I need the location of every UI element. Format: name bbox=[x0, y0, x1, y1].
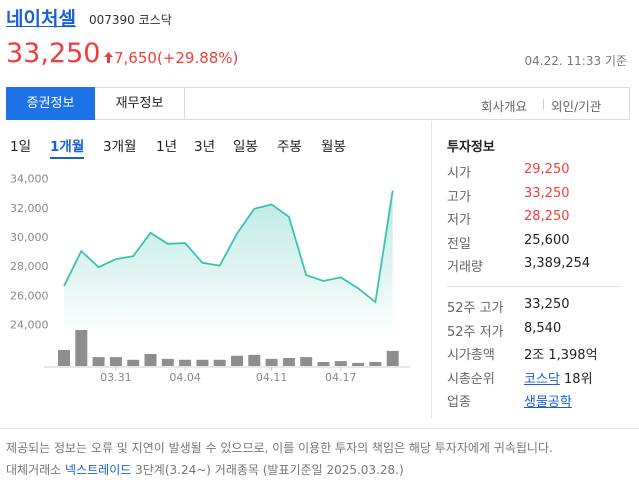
info-text: 18위 bbox=[564, 371, 593, 387]
volume-bar bbox=[161, 358, 174, 366]
info-text: 33,250 bbox=[524, 297, 570, 312]
info-value: 25,600 bbox=[524, 233, 570, 248]
period-tab[interactable]: 1일 bbox=[10, 139, 32, 155]
period-tab[interactable]: 3개월 bbox=[103, 139, 137, 155]
volume-bar bbox=[127, 359, 140, 366]
info-value: 33,250 bbox=[524, 186, 570, 201]
info-label: 거래량 bbox=[447, 260, 483, 275]
info-text: 28,250 bbox=[524, 209, 570, 224]
volume-bar bbox=[196, 359, 209, 366]
info-text: 2조 1,398억 bbox=[524, 348, 598, 363]
info-label: 시가 bbox=[447, 166, 471, 181]
info-link[interactable]: 코스닥 bbox=[524, 371, 560, 387]
volume-bar bbox=[109, 357, 122, 366]
price: 33,250 bbox=[6, 38, 101, 69]
price-line bbox=[63, 190, 394, 304]
volume-bar bbox=[334, 361, 347, 366]
market: 코스닥 bbox=[138, 13, 172, 27]
price-area bbox=[64, 190, 393, 340]
up-arrow bbox=[104, 52, 113, 63]
y-tick-label: 32,000 bbox=[10, 202, 49, 215]
info-label: 저가 bbox=[447, 213, 471, 228]
info-label: 52주 저가 bbox=[447, 324, 504, 340]
period-tab[interactable]: 일봉 bbox=[233, 139, 258, 155]
info-value: 생물공학 bbox=[524, 391, 572, 410]
period-tab[interactable]: 월봉 bbox=[321, 139, 346, 155]
tab-link[interactable]: 회사개요 bbox=[481, 99, 528, 114]
info-label: 업종 bbox=[447, 395, 471, 410]
y-tick-label: 24,000 bbox=[10, 318, 49, 331]
info-title: 투자정보 bbox=[447, 140, 495, 155]
info-text: 33,250 bbox=[524, 185, 570, 201]
info-value: 28,250 bbox=[524, 209, 570, 224]
info-value: 8,540 bbox=[524, 321, 561, 336]
volume-bar bbox=[352, 362, 365, 366]
x-tick-label: 03.31 bbox=[100, 371, 132, 384]
volume-bar bbox=[144, 354, 157, 366]
tab[interactable]: 증권정보 bbox=[6, 87, 95, 120]
stock-name[interactable]: 네이처셀 bbox=[6, 8, 76, 30]
alt-exchange: 대체거래소 넥스트레이드 3단계(3.24~) 거래종목 (발표기준일 2025… bbox=[6, 461, 404, 478]
period-tab[interactable]: 3년 bbox=[194, 139, 216, 155]
change-text: 7,650(+29.88%) bbox=[114, 49, 239, 67]
change: 7,650(+29.88%) bbox=[103, 49, 238, 67]
volume-bar bbox=[317, 362, 330, 366]
tab-link[interactable]: 외인/기관 bbox=[551, 99, 602, 114]
volume-bar bbox=[213, 359, 226, 366]
volume-bar bbox=[386, 350, 399, 366]
x-tick-label: 04.17 bbox=[325, 371, 357, 384]
notice: 제공되는 정보는 오류 및 지연이 발생될 수 있으므로, 이를 이용한 투자의… bbox=[6, 441, 553, 455]
volume-bar bbox=[75, 330, 88, 366]
code: 007390 bbox=[89, 13, 135, 27]
info-label: 전일 bbox=[447, 236, 471, 252]
info-link[interactable]: 생물공학 bbox=[524, 395, 572, 410]
info-text: 3,389,254 bbox=[524, 256, 591, 271]
stock-code: 007390 코스닥 bbox=[89, 11, 172, 28]
footer-line bbox=[0, 428, 639, 429]
info-label: 시총순위 bbox=[447, 371, 495, 387]
prefix: 대체거래소 bbox=[6, 463, 62, 477]
info-value: 29,250 bbox=[524, 162, 570, 177]
link[interactable]: 넥스트레이드 bbox=[65, 463, 132, 477]
info-text: 8,540 bbox=[524, 320, 562, 336]
info-label: 시가총액 bbox=[447, 348, 495, 363]
x-tick-label: 04.04 bbox=[169, 371, 201, 384]
y-tick-label: 30,000 bbox=[10, 231, 49, 244]
link-separator bbox=[543, 99, 544, 110]
y-tick-label: 26,000 bbox=[10, 289, 49, 302]
volume-bar bbox=[58, 350, 70, 366]
info-text: 29,250 bbox=[524, 162, 570, 177]
period-tab[interactable]: 1년 bbox=[156, 139, 178, 155]
volume-bar bbox=[92, 357, 105, 366]
period-tab[interactable]: 1개월 bbox=[50, 135, 85, 159]
tab[interactable]: 재무정보 bbox=[95, 87, 185, 120]
x-tick-label: 04.11 bbox=[256, 371, 288, 384]
info-value: 33,250 bbox=[524, 297, 570, 312]
volume-bar bbox=[300, 357, 313, 366]
info-label: 52주 고가 bbox=[447, 301, 504, 316]
separator bbox=[447, 286, 622, 287]
info-value: 2조 1,398억 bbox=[524, 344, 598, 363]
timestamp: 04.22. 11:33 기준 bbox=[524, 54, 627, 68]
divider bbox=[431, 121, 432, 418]
y-tick-label: 28,000 bbox=[10, 260, 49, 273]
volume-bar bbox=[369, 362, 382, 366]
volume-bar bbox=[248, 354, 261, 366]
volume-bar bbox=[179, 359, 192, 366]
info-value: 코스닥 18위 bbox=[524, 368, 593, 387]
volume-bar bbox=[265, 358, 278, 366]
period-tab[interactable]: 주봉 bbox=[277, 139, 302, 155]
tab-bar: 증권정보 재무정보 회사개요 외인/기관 bbox=[6, 87, 630, 120]
y-tick-label: 34,000 bbox=[10, 173, 49, 186]
suffix: 3단계(3.24~) 거래종목 (발표기준일 2025.03.28.) bbox=[135, 463, 404, 477]
info-value: 3,389,254 bbox=[524, 256, 590, 271]
chart: 24,000 26,000 28,000 30,000 32,000 34,000 03.3… bbox=[10, 173, 410, 384]
info-label: 고가 bbox=[447, 189, 471, 205]
volume-bar bbox=[282, 358, 295, 366]
volume-bar bbox=[231, 355, 243, 366]
info-text: 25,600 bbox=[524, 232, 570, 248]
